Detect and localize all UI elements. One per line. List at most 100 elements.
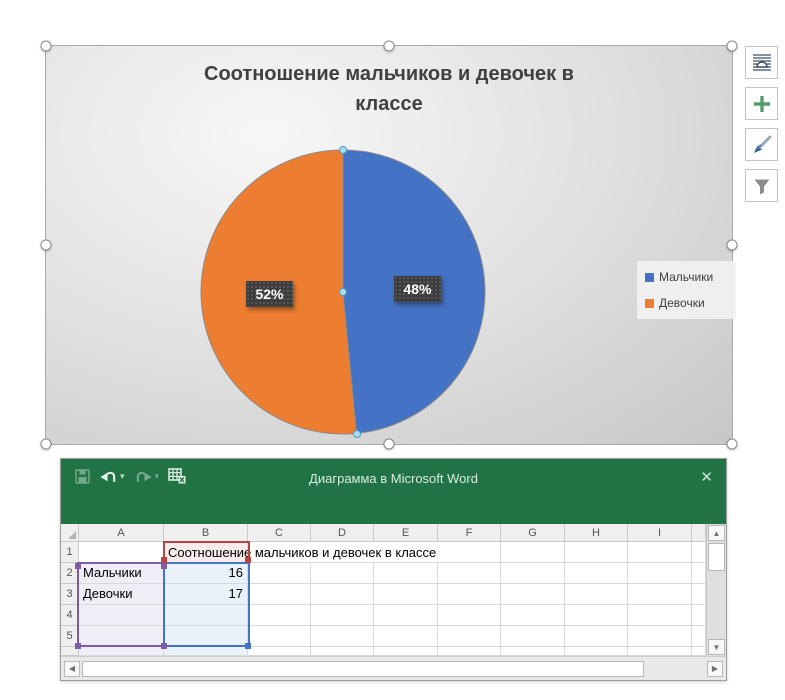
cell-E3[interactable] bbox=[374, 584, 438, 605]
cell-H2[interactable] bbox=[565, 563, 628, 584]
resize-handle-bottom-right[interactable] bbox=[726, 438, 738, 450]
cell-B4[interactable] bbox=[164, 605, 248, 626]
range-handle[interactable] bbox=[75, 643, 81, 649]
undo-button[interactable]: ▾ bbox=[99, 469, 125, 484]
cell-D5[interactable] bbox=[311, 626, 374, 647]
col-header-D[interactable]: D bbox=[311, 524, 374, 542]
save-button[interactable] bbox=[75, 468, 90, 484]
cell-D2[interactable] bbox=[311, 563, 374, 584]
cell-F5[interactable] bbox=[438, 626, 501, 647]
cell-B5[interactable] bbox=[164, 626, 248, 647]
cell-partial-row[interactable] bbox=[311, 647, 374, 656]
scroll-down-button[interactable]: ▼ bbox=[708, 639, 725, 655]
cell-partial-row[interactable] bbox=[164, 647, 248, 656]
chart-data-window[interactable]: ▾ ▾ bbox=[60, 458, 727, 681]
col-header-B[interactable]: B bbox=[164, 524, 248, 542]
resize-handle-top-left[interactable] bbox=[40, 40, 52, 52]
horizontal-scrollbar[interactable]: ◀ ▶ bbox=[61, 656, 726, 680]
cell-G5[interactable] bbox=[501, 626, 565, 647]
row-header-partial[interactable] bbox=[61, 647, 79, 656]
undo-dropdown-icon[interactable]: ▾ bbox=[120, 470, 125, 481]
cell-partial-row[interactable] bbox=[501, 647, 565, 656]
col-header-A[interactable]: A bbox=[79, 524, 164, 542]
cell-partial-row[interactable] bbox=[374, 647, 438, 656]
col-header-G[interactable]: G bbox=[501, 524, 565, 542]
chart-title[interactable]: Соотношение мальчиков и девочек в классе bbox=[204, 63, 574, 115]
resize-handle-right[interactable] bbox=[726, 239, 738, 251]
cell-D3[interactable] bbox=[311, 584, 374, 605]
cell-partial-row[interactable] bbox=[692, 647, 706, 656]
cell-H3[interactable] bbox=[565, 584, 628, 605]
chart-object-frame[interactable]: Соотношение мальчиков и девочек в классе… bbox=[40, 40, 738, 450]
chart-styles-button[interactable] bbox=[745, 128, 778, 161]
vertical-scroll-thumb[interactable] bbox=[708, 543, 725, 571]
cell-D1[interactable] bbox=[311, 542, 374, 563]
redo-button[interactable]: ▾ bbox=[134, 469, 160, 484]
resize-handle-bottom-left[interactable] bbox=[40, 438, 52, 450]
cell-C5[interactable] bbox=[248, 626, 311, 647]
cell-E5[interactable] bbox=[374, 626, 438, 647]
cell-F1[interactable] bbox=[438, 542, 501, 563]
range-handle[interactable] bbox=[245, 557, 251, 563]
chart-elements-button[interactable] bbox=[745, 87, 778, 120]
cell-partial-row[interactable] bbox=[438, 647, 501, 656]
cell-I1[interactable] bbox=[628, 542, 692, 563]
cell-A1[interactable] bbox=[79, 542, 164, 563]
cell-partial[interactable] bbox=[692, 584, 706, 605]
cell-C2[interactable] bbox=[248, 563, 311, 584]
resize-handle-top-right[interactable] bbox=[726, 40, 738, 52]
cell-I4[interactable] bbox=[628, 605, 692, 626]
scroll-left-button[interactable]: ◀ bbox=[64, 660, 80, 677]
cell-A2[interactable]: Мальчики bbox=[79, 563, 164, 584]
cell-G4[interactable] bbox=[501, 605, 565, 626]
resize-handle-top[interactable] bbox=[383, 40, 395, 52]
row-header-3[interactable]: 3 bbox=[61, 584, 79, 605]
pie-selection-dot-bottom[interactable] bbox=[353, 430, 361, 438]
range-handle[interactable] bbox=[161, 643, 167, 649]
horizontal-scroll-thumb[interactable] bbox=[82, 660, 644, 677]
cell-C3[interactable] bbox=[248, 584, 311, 605]
cell-I2[interactable] bbox=[628, 563, 692, 584]
cell-B3[interactable]: 17 bbox=[164, 584, 248, 605]
row-header-4[interactable]: 4 bbox=[61, 605, 79, 626]
row-header-1[interactable]: 1 bbox=[61, 542, 79, 563]
cell-A4[interactable] bbox=[79, 605, 164, 626]
pie-selection-dot-top[interactable] bbox=[339, 146, 347, 154]
legend-item-girls[interactable]: Девочки bbox=[645, 296, 728, 310]
col-header-I[interactable]: I bbox=[628, 524, 692, 542]
col-header-partial[interactable] bbox=[692, 524, 706, 542]
cell-D4[interactable] bbox=[311, 605, 374, 626]
cell-partial-row[interactable] bbox=[79, 647, 164, 656]
cell-G1[interactable] bbox=[501, 542, 565, 563]
range-handle[interactable] bbox=[75, 563, 81, 569]
cell-A5[interactable] bbox=[79, 626, 164, 647]
cell-H1[interactable] bbox=[565, 542, 628, 563]
cell-E1[interactable] bbox=[374, 542, 438, 563]
cell-partial[interactable] bbox=[692, 605, 706, 626]
cell-partial-row[interactable] bbox=[565, 647, 628, 656]
resize-handle-bottom[interactable] bbox=[383, 438, 395, 450]
cell-partial-row[interactable] bbox=[248, 647, 311, 656]
cell-partial[interactable] bbox=[692, 563, 706, 584]
close-icon[interactable]: ✕ bbox=[700, 469, 713, 486]
cell-B2[interactable]: 16 bbox=[164, 563, 248, 584]
redo-dropdown-icon[interactable]: ▾ bbox=[154, 470, 160, 481]
legend-item-boys[interactable]: Мальчики bbox=[645, 270, 728, 284]
vertical-scrollbar[interactable]: ▲ ▼ bbox=[706, 524, 726, 656]
cell-F4[interactable] bbox=[438, 605, 501, 626]
cell-F2[interactable] bbox=[438, 563, 501, 584]
cell-H5[interactable] bbox=[565, 626, 628, 647]
scroll-up-button[interactable]: ▲ bbox=[708, 525, 725, 541]
cell-partial[interactable] bbox=[692, 626, 706, 647]
col-header-C[interactable]: C bbox=[248, 524, 311, 542]
data-label-girls[interactable]: 52% bbox=[246, 281, 293, 307]
edit-data-in-excel-button[interactable] bbox=[168, 468, 186, 484]
cell-H4[interactable] bbox=[565, 605, 628, 626]
select-all-corner[interactable] bbox=[61, 524, 79, 542]
chart-filters-button[interactable] bbox=[745, 169, 778, 202]
cell-F3[interactable] bbox=[438, 584, 501, 605]
chart-legend[interactable]: Мальчики Девочки bbox=[637, 261, 736, 319]
pie-selection-dot-center[interactable] bbox=[339, 288, 347, 296]
cell-partial-row[interactable] bbox=[628, 647, 692, 656]
cell-E4[interactable] bbox=[374, 605, 438, 626]
